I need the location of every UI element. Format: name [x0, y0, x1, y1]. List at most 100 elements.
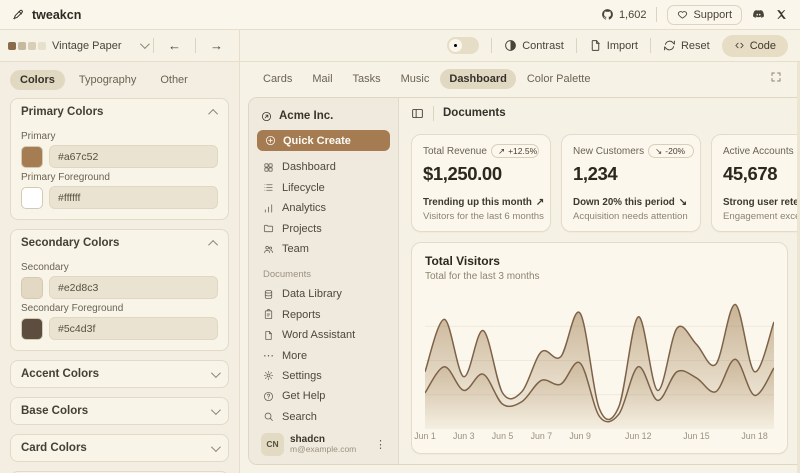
- sun-icon: [449, 39, 462, 52]
- contrast-button[interactable]: Contrast: [504, 39, 564, 52]
- nav-reports[interactable]: Reports: [257, 305, 390, 325]
- nav-settings[interactable]: Settings: [257, 366, 390, 386]
- hex-input-secondary-foreground[interactable]: [49, 317, 218, 340]
- section-header[interactable]: Card Colors: [11, 435, 228, 461]
- field-label: Secondary: [21, 262, 218, 273]
- preview-tab-bar: Cards Mail Tasks Music Dashboard Color P…: [240, 62, 800, 95]
- divider: [656, 7, 657, 22]
- hex-input-primary[interactable]: [49, 145, 218, 168]
- user-menu[interactable]: CN shadcn m@example.com ⋮: [257, 427, 390, 458]
- users-icon: [263, 244, 274, 255]
- theme-swatch: [8, 42, 16, 50]
- nav-word-assistant[interactable]: Word Assistant: [257, 325, 390, 345]
- org-switcher[interactable]: Acme Inc.: [257, 106, 390, 130]
- divider: [195, 38, 196, 53]
- reset-button[interactable]: Reset: [663, 39, 710, 52]
- color-swatch-primary-foreground[interactable]: [21, 187, 43, 209]
- fullscreen-icon[interactable]: [766, 67, 786, 90]
- import-button[interactable]: Import: [589, 39, 638, 52]
- section-header[interactable]: Primary Colors: [11, 99, 228, 125]
- file-import-icon: [589, 39, 602, 52]
- nav-analytics[interactable]: Analytics: [257, 198, 390, 218]
- preview-tab-color-palette[interactable]: Color Palette: [518, 69, 600, 89]
- tab-typography[interactable]: Typography: [69, 70, 146, 90]
- stat-value: 1,234: [573, 163, 689, 185]
- x-tick-label: Jun 7: [531, 431, 553, 441]
- sidebar-toggle-icon[interactable]: [411, 107, 424, 120]
- color-swatch-secondary[interactable]: [21, 277, 43, 299]
- nav-dashboard[interactable]: Dashboard: [257, 157, 390, 177]
- divider: [153, 38, 154, 53]
- brand-name: tweakcn: [32, 8, 81, 22]
- heart-icon: [677, 9, 688, 20]
- section-base-colors: Base Colors: [10, 397, 229, 425]
- toolbar: Vintage Paper ← → Contrast Import: [0, 30, 800, 62]
- code-button[interactable]: Code: [722, 35, 788, 57]
- nav-more[interactable]: ⋯ More: [257, 345, 390, 365]
- tab-other[interactable]: Other: [150, 70, 198, 90]
- theme-swatch: [28, 42, 36, 50]
- hex-input-primary-foreground[interactable]: [49, 186, 218, 209]
- nav-data-library[interactable]: Data Library: [257, 284, 390, 304]
- nav-team[interactable]: Team: [257, 239, 390, 259]
- tab-colors[interactable]: Colors: [10, 70, 65, 90]
- database-icon: [263, 289, 274, 300]
- github-stars[interactable]: 1,602: [601, 8, 647, 21]
- page-title: Documents: [443, 107, 506, 119]
- chart-x-axis: Jun 1Jun 3Jun 5Jun 7Jun 9Jun 12Jun 15Jun…: [425, 429, 774, 443]
- section-header[interactable]: Base Colors: [11, 398, 228, 424]
- contrast-icon: [504, 39, 517, 52]
- app-sidebar: Acme Inc. Quick Create Dashboard: [249, 98, 399, 464]
- tweakcn-logo-icon: [12, 8, 25, 21]
- theme-mode-toggle[interactable]: [447, 37, 479, 54]
- theme-select[interactable]: Vintage Paper: [8, 40, 147, 52]
- file-icon: [263, 330, 274, 341]
- nav-get-help[interactable]: Get Help: [257, 386, 390, 406]
- nav-projects[interactable]: Projects: [257, 218, 390, 238]
- color-swatch-primary[interactable]: [21, 146, 43, 168]
- code-icon: [734, 40, 745, 51]
- preview-panel: Acme Inc. Quick Create Dashboard: [248, 97, 800, 465]
- brand[interactable]: tweakcn: [12, 8, 81, 22]
- discord-icon[interactable]: [752, 8, 765, 21]
- stat-card-new-customers: New Customers ↘-20% 1,234 Down 20% this …: [561, 134, 701, 232]
- chart-subtitle: Total for the last 3 months: [425, 271, 774, 282]
- preview-tab-dashboard[interactable]: Dashboard: [440, 69, 515, 89]
- trend-badge: ↘-20%: [648, 144, 694, 158]
- stat-card-total-revenue: Total Revenue ↗+12.5% $1,250.00 Trending…: [411, 134, 551, 232]
- chevron-up-icon: [208, 239, 218, 249]
- x-tick-label: Jun 1: [414, 431, 436, 441]
- next-theme-button[interactable]: →: [202, 36, 231, 55]
- page-header: Documents: [399, 98, 800, 128]
- dashboard-grid-icon: [263, 162, 274, 173]
- preview-tab-tasks[interactable]: Tasks: [344, 69, 390, 89]
- user-email: m@example.com: [290, 445, 369, 455]
- preview-tab-mail[interactable]: Mail: [303, 69, 341, 89]
- x-twitter-icon[interactable]: [775, 8, 788, 21]
- section-header[interactable]: Secondary Colors: [11, 230, 228, 256]
- search-icon: [263, 411, 274, 422]
- trend-down-icon: ↘: [655, 146, 662, 157]
- nav-lifecycle[interactable]: Lifecycle: [257, 178, 390, 198]
- theme-swatch: [18, 42, 26, 50]
- stats-row: Total Revenue ↗+12.5% $1,250.00 Trending…: [399, 128, 800, 232]
- preview-tab-cards[interactable]: Cards: [254, 69, 301, 89]
- hex-input-secondary[interactable]: [49, 276, 218, 299]
- preview-tab-music[interactable]: Music: [392, 69, 439, 89]
- nav-search[interactable]: Search: [257, 407, 390, 427]
- trend-up-icon: ↗: [536, 197, 544, 208]
- bar-chart-icon: [263, 203, 274, 214]
- color-swatch-secondary-foreground[interactable]: [21, 318, 43, 340]
- quick-create-button[interactable]: Quick Create: [257, 130, 390, 151]
- github-icon: [601, 8, 614, 21]
- section-accent-colors: Accent Colors: [10, 360, 229, 388]
- area-chart[interactable]: Jun 1Jun 3Jun 5Jun 7Jun 9Jun 12Jun 15Jun…: [425, 292, 774, 445]
- prev-theme-button[interactable]: ←: [160, 36, 189, 55]
- divider: [650, 38, 651, 53]
- stat-value: 45,678: [723, 163, 800, 185]
- field-label: Secondary Foreground: [21, 303, 218, 314]
- support-button[interactable]: Support: [667, 5, 742, 25]
- section-header[interactable]: Accent Colors: [11, 361, 228, 387]
- dots-vertical-icon[interactable]: ⋮: [375, 438, 386, 451]
- section-primary-colors: Primary Colors Primary Primary Foregroun…: [10, 98, 229, 220]
